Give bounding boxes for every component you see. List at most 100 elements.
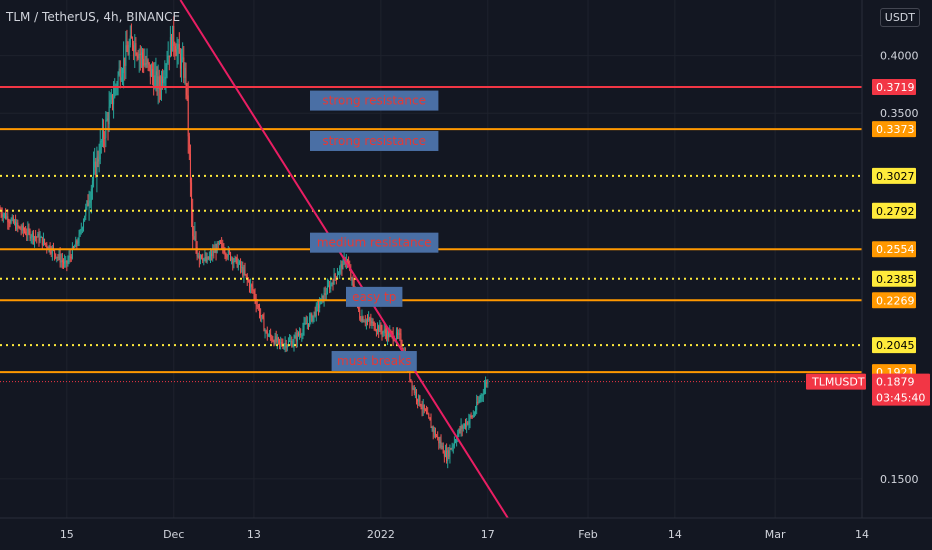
candle-body [39,237,41,242]
candle-body [42,238,44,246]
candle-body [15,221,17,230]
candle-body [209,253,211,257]
candle-body [290,341,292,343]
candle-body [61,260,63,262]
candle-body [346,260,348,262]
candle-body [59,253,61,263]
candle-body [333,274,335,285]
candle-body [467,422,469,425]
candle-body [420,405,422,408]
candle-body [480,395,482,399]
candle-body [34,236,36,241]
candle-body [163,79,165,84]
candle-body [373,322,375,330]
candle-body [106,118,108,121]
candle-body [426,410,428,414]
bar-countdown-label: 03:45:40 [876,392,925,405]
candle-body [211,253,213,257]
candle-body [122,72,124,78]
candle-body [442,445,444,454]
candle-body [434,430,436,437]
candle-body [136,54,138,56]
candle-body [144,63,146,66]
candle-body [279,339,281,343]
candle-body [133,45,135,52]
candle-body [125,45,127,66]
candle-body [207,256,209,260]
symbol-title[interactable]: TLM / TetherUS, 4h, BINANCE [6,10,181,24]
candle-body [55,253,57,258]
candle-body [68,256,70,261]
candle-body [7,216,9,223]
candle-body [108,106,110,125]
candle-body [160,76,162,90]
candle-body [32,232,34,241]
candle-body [243,269,245,276]
candle-body [450,448,452,450]
candle-body [194,238,196,240]
candle-body [285,343,287,348]
candle-body [301,334,303,336]
candle-body [247,279,249,282]
candle-body [476,401,478,411]
candle-body [231,258,233,260]
candle-body [208,256,210,260]
candle-body [182,57,184,59]
candle-body [104,137,106,139]
candle-body [175,51,177,56]
candle-body [111,94,113,105]
candle-body [29,230,31,239]
candle-body [146,60,148,65]
candle-body [135,43,137,55]
candle-body [382,331,384,334]
currency-button[interactable]: USDT [879,8,920,27]
candle-body [478,399,480,403]
candle-body [251,284,253,287]
candle-body [44,238,46,244]
candle-body [307,323,309,326]
candle-body [258,307,260,316]
candle-body [433,430,435,433]
candle-body [9,222,11,224]
candle-body [60,260,62,263]
candle-body [181,58,183,69]
candle-body [444,450,446,457]
candle-body [217,243,219,245]
candle-body [206,256,208,262]
candle-body [5,213,7,219]
candle-body [330,283,332,290]
candle-body [192,212,194,237]
price-axis-panel[interactable] [862,0,932,518]
candle-body [417,399,419,402]
candle-body [128,44,130,55]
time-axis-panel[interactable] [0,518,932,550]
candle-body [303,323,305,329]
candle-body [427,413,429,415]
candle-body [459,429,461,431]
candle-body [460,425,462,431]
candle-body [19,226,21,230]
time-tick-label: 15 [60,528,74,541]
candle-body [462,426,464,429]
candle-body [277,337,279,340]
candle-body [341,264,343,270]
candle-body [461,425,463,429]
candle-body [152,68,154,76]
candle-body [482,393,484,395]
candle-body [401,344,403,350]
candle-body [168,55,170,58]
candle-body [159,88,161,90]
candle-body [342,259,344,270]
candle-body [334,274,336,277]
price-tag-box [872,292,916,309]
candle-body [244,269,246,275]
price-tag-label: 0.2269 [876,294,915,307]
candle-body [306,323,308,325]
annotation-note: must breaks [331,351,417,372]
candle-body [335,276,337,279]
candle-body [280,342,282,344]
candle-body [397,332,399,335]
candle-body [1,214,3,217]
candle-body [89,200,91,204]
